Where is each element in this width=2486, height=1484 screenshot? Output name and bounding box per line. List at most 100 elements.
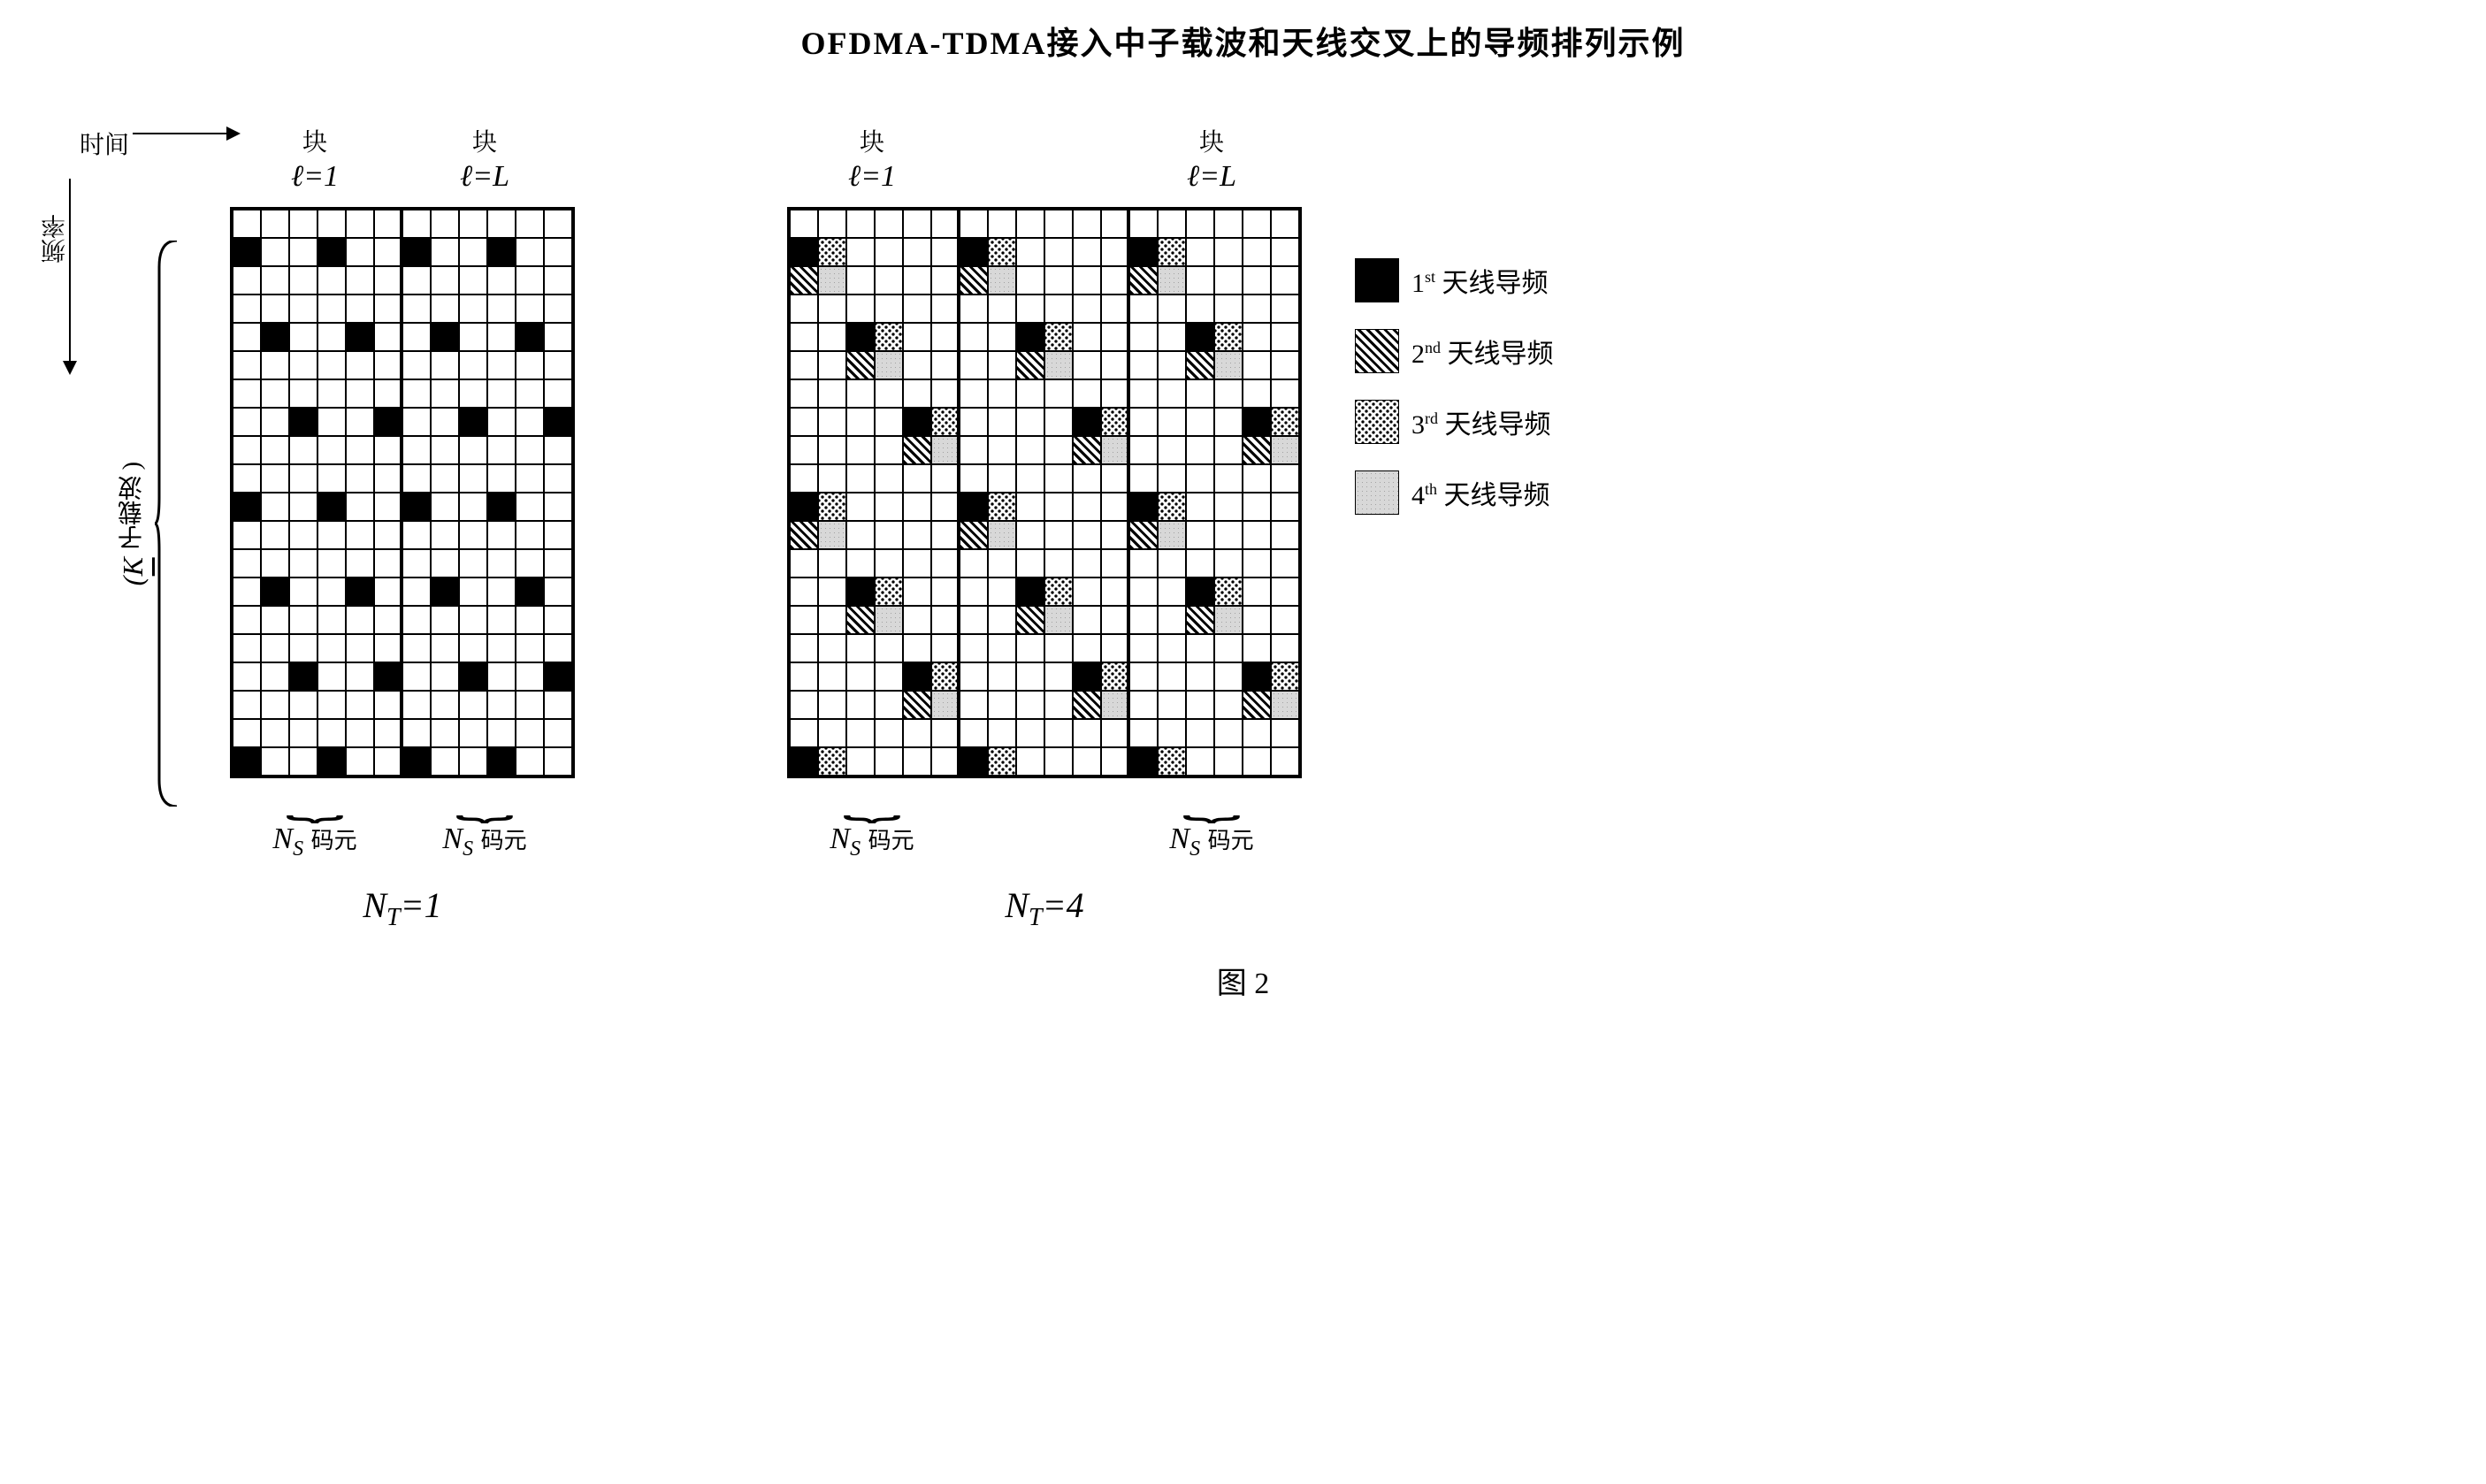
grid-cell	[346, 210, 374, 238]
grid-cell	[818, 719, 846, 747]
grid-cell	[459, 493, 487, 521]
right-grid	[787, 207, 1302, 778]
grid-cell	[1044, 266, 1073, 295]
grid-cell	[516, 379, 544, 408]
grid-cell	[402, 662, 431, 691]
grid-cell	[875, 578, 903, 606]
grid-cell	[931, 691, 960, 719]
grid-cell	[402, 719, 431, 747]
grid-cell	[261, 549, 289, 578]
grid-cell	[544, 210, 572, 238]
grid-cell	[790, 436, 818, 464]
grid-cell	[1214, 606, 1243, 634]
grid-cell	[790, 578, 818, 606]
grid-cell	[1271, 436, 1299, 464]
grid-cell	[487, 210, 516, 238]
grid-cell	[790, 266, 818, 295]
grid-cell	[1158, 238, 1186, 266]
grid-cell	[1044, 691, 1073, 719]
grid-cell	[261, 662, 289, 691]
legend-row: 2nd 天线导频	[1355, 329, 1554, 373]
grid-cell	[790, 238, 818, 266]
grid-cell	[346, 662, 374, 691]
grid-cell	[1101, 295, 1129, 323]
grid-cell	[346, 578, 374, 606]
grid-cell	[790, 691, 818, 719]
grid-cell	[1016, 578, 1044, 606]
grid-cell	[1016, 464, 1044, 493]
grid-cell	[233, 408, 261, 436]
grid-cell	[516, 549, 544, 578]
grid-cell	[1214, 549, 1243, 578]
grid-cell	[790, 210, 818, 238]
grid-cell	[346, 464, 374, 493]
grid-cell	[317, 606, 346, 634]
grid-cell	[1214, 719, 1243, 747]
grid-cell	[516, 266, 544, 295]
grid-cell	[903, 408, 931, 436]
grid-cell	[1044, 493, 1073, 521]
grid-cell	[289, 464, 317, 493]
grid-cell	[289, 606, 317, 634]
ns-group: ⏟ NS 码元	[1127, 778, 1297, 867]
grid-cell	[544, 238, 572, 266]
grid-cell	[289, 351, 317, 379]
grid-cell	[960, 323, 988, 351]
grid-cell	[346, 436, 374, 464]
grid-cell	[233, 379, 261, 408]
grid-cell	[1214, 634, 1243, 662]
grid-cell	[544, 549, 572, 578]
grid-cell	[289, 436, 317, 464]
grid-cell	[1073, 295, 1101, 323]
grid-cell	[487, 662, 516, 691]
grid-cell	[1243, 549, 1271, 578]
grid-cell	[317, 379, 346, 408]
grid-cell	[1186, 719, 1214, 747]
grid-cell	[1101, 634, 1129, 662]
grid-cell	[1186, 691, 1214, 719]
grid-cell	[846, 719, 875, 747]
ns-group: ⏟ NS 码元	[787, 778, 957, 867]
grid-cell	[960, 238, 988, 266]
grid-cell	[846, 238, 875, 266]
grid-cell	[1243, 266, 1271, 295]
grid-cell	[487, 634, 516, 662]
bottom-brace: ⏟	[455, 783, 514, 818]
grid-cell	[1129, 549, 1158, 578]
grid-cell	[1271, 521, 1299, 549]
grid-cell	[1129, 379, 1158, 408]
grid-cell	[931, 521, 960, 549]
grid-cell	[317, 719, 346, 747]
grid-cell	[459, 719, 487, 747]
grid-cell	[544, 379, 572, 408]
grid-cell	[1044, 379, 1073, 408]
grid-cell	[988, 662, 1016, 691]
left-bottom-braces: ⏟ NS 码元 ⏟ NS 码元	[230, 778, 575, 867]
grid-cell	[487, 436, 516, 464]
grid-cell	[261, 295, 289, 323]
grid-cell	[261, 464, 289, 493]
grid-cell	[431, 210, 459, 238]
grid-cell	[818, 408, 846, 436]
grid-cell	[289, 238, 317, 266]
grid-cell	[790, 493, 818, 521]
grid-cell	[988, 606, 1016, 634]
freq-arrow	[69, 179, 71, 373]
grid-cell	[903, 464, 931, 493]
grid-cell	[903, 549, 931, 578]
grid-cell	[846, 266, 875, 295]
grid-cell	[903, 578, 931, 606]
grid-cell	[818, 578, 846, 606]
grid-cell	[1214, 238, 1243, 266]
grid-cell	[431, 578, 459, 606]
figure-caption: 图 2	[18, 959, 2468, 1002]
grid-cell	[846, 436, 875, 464]
grid-cell	[402, 238, 431, 266]
grid-cell	[374, 351, 402, 379]
grid-cell	[374, 634, 402, 662]
grid-cell	[1073, 464, 1101, 493]
grid-cell	[960, 436, 988, 464]
grid-cell	[1243, 578, 1271, 606]
grid-cell	[1243, 521, 1271, 549]
grid-cell	[875, 379, 903, 408]
